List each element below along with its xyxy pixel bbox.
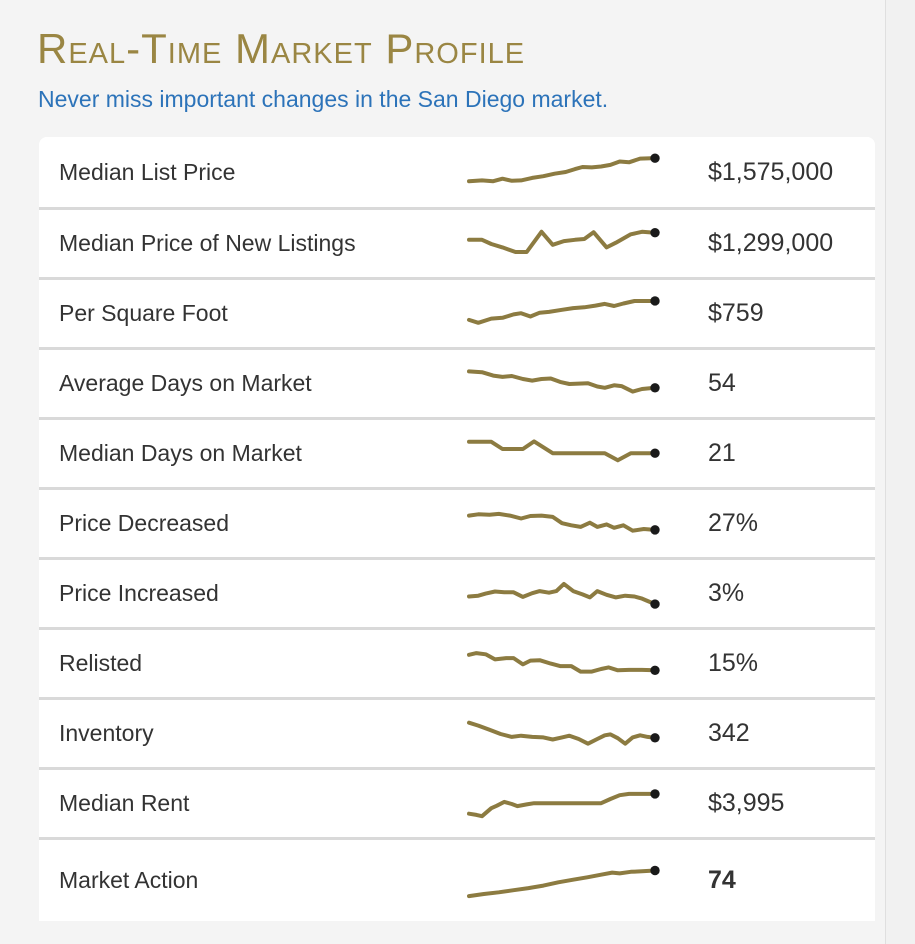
metric-label: Median Rent [59, 790, 190, 816]
sparkline-endpoint-dot [650, 865, 660, 875]
metric-label: Median List Price [59, 158, 236, 185]
metric-row: Market Action 74 [39, 837, 875, 921]
metric-row: Median List Price $1,575,000 [39, 137, 875, 207]
metric-value: $1,299,000 [708, 229, 834, 257]
sparkline-path [467, 156, 657, 184]
metric-value: 74 [708, 866, 736, 894]
sparkline-endpoint-dot [650, 227, 660, 237]
sparkline-endpoint-dot [650, 598, 660, 609]
metric-value: $1,575,000 [708, 157, 834, 186]
sparkline-svg [467, 650, 660, 675]
trend-sparkline-chart [465, 568, 668, 620]
sparkline-svg [467, 227, 660, 254]
metric-label: Median Price of New Listings [59, 230, 356, 256]
sparkline-svg [467, 295, 660, 325]
metric-label: Price Decreased [59, 510, 230, 536]
metric-value: 21 [708, 439, 736, 467]
trend-sparkline-chart [465, 218, 668, 270]
sparkline-path [467, 298, 657, 325]
metric-label: Market Action [59, 867, 199, 893]
sparkline-svg [467, 438, 660, 462]
metric-value: 27% [708, 509, 759, 537]
sparkline-path [467, 650, 657, 674]
sparkline-endpoint-dot [650, 524, 660, 535]
trend-sparkline-chart [465, 855, 668, 907]
trend-sparkline-chart [465, 778, 668, 830]
sparkline-path [467, 581, 657, 606]
sparkline-svg [467, 788, 660, 818]
metric-row: Median Price of New Listings $1,299,000 [39, 207, 875, 277]
sparkline-endpoint-dot [650, 665, 660, 675]
trend-sparkline-chart [465, 146, 668, 198]
metric-value: 54 [708, 369, 736, 397]
sparkline-endpoint-dot [650, 788, 660, 799]
sparkline-svg [467, 865, 660, 898]
metric-label: Price Increased [59, 580, 219, 606]
sparkline-svg [467, 153, 660, 184]
sparkline-endpoint-dot [650, 447, 660, 458]
metric-label: Average Days on Market [59, 370, 312, 396]
metric-label: Relisted [59, 650, 143, 676]
trend-sparkline-chart [465, 358, 668, 410]
metric-label: Median Days on Market [59, 440, 302, 466]
sparkline-svg [467, 511, 660, 535]
metric-value: $759 [708, 299, 764, 327]
metric-row: Average Days on Market 54 [39, 347, 875, 417]
metric-value: 342 [708, 719, 750, 747]
trend-sparkline-chart [465, 428, 668, 480]
sparkline-path [467, 438, 657, 462]
page-subtitle: Never miss important changes in the San … [38, 86, 609, 112]
metric-value: 3% [708, 579, 745, 607]
sparkline-svg [467, 720, 660, 746]
sparkline-endpoint-dot [650, 295, 660, 306]
sparkline-endpoint-dot [650, 382, 660, 392]
metric-row: Price Decreased 27% [39, 487, 875, 557]
sparkline-endpoint-dot [650, 732, 660, 742]
sparkline-path [467, 511, 657, 533]
metric-value: 15% [708, 649, 759, 677]
sparkline-endpoint-dot [650, 153, 660, 163]
trend-sparkline-chart [465, 498, 668, 550]
sparkline-path [467, 720, 657, 746]
trend-sparkline-chart [465, 708, 668, 760]
metric-row: Per Square Foot $759 [39, 277, 875, 347]
metric-row: Inventory 342 [39, 697, 875, 767]
metric-value: $3,995 [708, 789, 785, 817]
sparkline-path [467, 868, 657, 898]
page-title: Real-Time Market Profile [37, 25, 526, 72]
trend-sparkline-chart [465, 638, 668, 690]
sparkline-svg [467, 368, 660, 394]
sparkline-path [467, 229, 657, 254]
metric-row: Relisted 15% [39, 627, 875, 697]
trend-sparkline-chart [465, 288, 668, 340]
metric-row: Median Rent $3,995 [39, 767, 875, 837]
metrics-table: Median List Price $1,575,000 Median Pric… [39, 137, 875, 921]
sparkline-svg [467, 581, 660, 609]
metric-label: Per Square Foot [59, 300, 228, 326]
sparkline-path [467, 791, 657, 818]
metric-label: Inventory [59, 720, 154, 746]
metric-row: Price Increased 3% [39, 557, 875, 627]
sparkline-path [467, 368, 657, 394]
metric-row: Median Days on Market 21 [39, 417, 875, 487]
market-profile-widget: Real-Time Market Profile Never miss impo… [37, 0, 886, 944]
